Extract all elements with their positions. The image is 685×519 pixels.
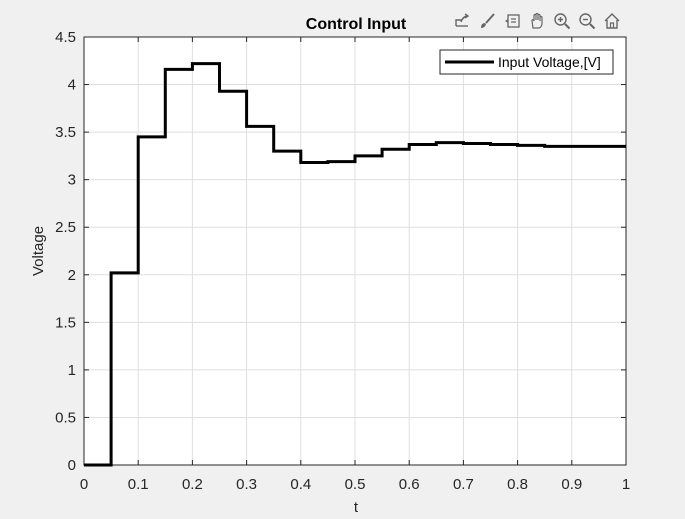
home-icon bbox=[604, 13, 620, 29]
y-tick-label: 4.5 bbox=[55, 29, 76, 46]
y-tick-label: 4 bbox=[68, 77, 76, 94]
y-tick-label: 3 bbox=[68, 172, 76, 189]
x-tick-label: 0 bbox=[80, 476, 88, 493]
y-tick-label: 2 bbox=[68, 267, 76, 284]
x-axis-label: t bbox=[354, 499, 359, 516]
pan-button[interactable] bbox=[526, 10, 548, 32]
x-tick-label: 0.1 bbox=[128, 476, 149, 493]
zoom-in-button[interactable] bbox=[551, 10, 573, 32]
x-tick-label: 1 bbox=[622, 476, 630, 493]
x-tick-label: 0.2 bbox=[182, 476, 203, 493]
legend-label: Input Voltage,[V] bbox=[498, 54, 601, 70]
x-tick-label: 0.4 bbox=[290, 476, 311, 493]
x-tick-label: 0.8 bbox=[507, 476, 528, 493]
x-tick-label: 0.3 bbox=[236, 476, 257, 493]
export-icon bbox=[455, 13, 470, 27]
zoom-out-button[interactable] bbox=[576, 10, 598, 32]
series-line-input-voltage bbox=[84, 62, 626, 467]
y-tick-label: 1.5 bbox=[55, 314, 76, 331]
legend[interactable]: Input Voltage,[V] bbox=[439, 49, 614, 75]
y-tick-label: 2.5 bbox=[55, 219, 76, 236]
x-tick-label: 0.9 bbox=[561, 476, 582, 493]
chart-title: Control Input bbox=[306, 16, 407, 33]
x-tick-label: 0.7 bbox=[453, 476, 474, 493]
y-axis-ticks: 0 0.5 1 1.5 2 2.5 3 3.5 4 4.5 bbox=[55, 29, 626, 474]
series-layer bbox=[84, 62, 626, 467]
x-tick-label: 0.5 bbox=[345, 476, 366, 493]
pan-icon bbox=[531, 12, 543, 29]
home-button[interactable] bbox=[601, 10, 623, 32]
zoom-in-icon bbox=[554, 13, 571, 30]
x-axis-ticks: 0 0.1 0.2 0.3 0.4 0.5 0.6 0.7 0.8 0.9 1 bbox=[80, 37, 630, 493]
y-axis-label: Voltage bbox=[30, 226, 47, 276]
y-tick-label: 0 bbox=[68, 457, 76, 474]
x-tick-label: 0.6 bbox=[399, 476, 420, 493]
axes-toolbar bbox=[451, 10, 623, 32]
y-tick-label: 0.5 bbox=[55, 409, 76, 426]
data-tips-icon bbox=[505, 14, 520, 28]
data-tips-button[interactable] bbox=[501, 10, 523, 32]
zoom-out-icon bbox=[579, 13, 596, 30]
brush-button[interactable] bbox=[476, 10, 498, 32]
y-tick-label: 3.5 bbox=[55, 124, 76, 141]
y-tick-label: 1 bbox=[68, 362, 76, 379]
axes-box bbox=[83, 36, 627, 466]
export-button[interactable] bbox=[451, 10, 473, 32]
brush-icon bbox=[481, 13, 495, 28]
